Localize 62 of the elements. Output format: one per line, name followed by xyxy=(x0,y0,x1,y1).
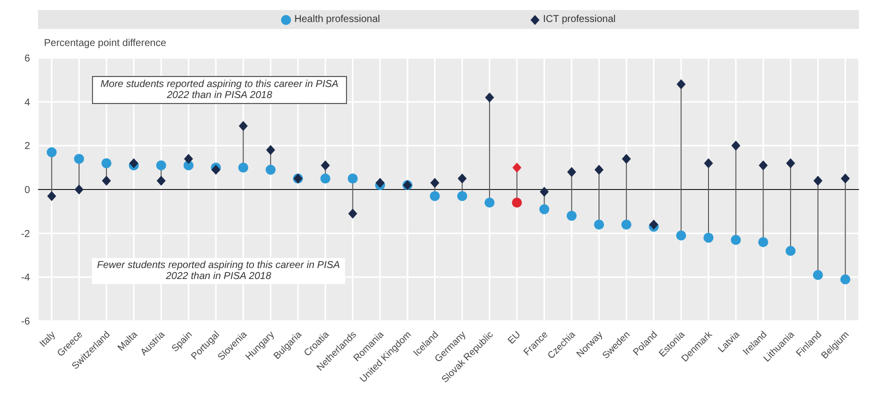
point xyxy=(731,140,740,151)
point xyxy=(156,160,166,170)
point xyxy=(567,166,576,177)
legend-label: Health professional xyxy=(293,14,380,25)
point xyxy=(704,158,713,168)
point xyxy=(458,174,467,184)
point xyxy=(376,178,385,188)
point xyxy=(266,164,276,175)
point xyxy=(730,234,741,245)
y-tick-label: -4 xyxy=(21,272,30,284)
point xyxy=(484,198,495,208)
point xyxy=(758,160,768,170)
point xyxy=(102,176,111,186)
y-tick-label: 4 xyxy=(24,97,30,108)
point xyxy=(840,274,850,284)
point xyxy=(566,210,577,221)
point xyxy=(786,246,796,256)
point xyxy=(74,154,84,164)
point xyxy=(512,198,522,208)
point xyxy=(485,92,494,102)
note-box: Fewer students reported aspiring to this career in PISA 2022 than in PISA 2018 xyxy=(92,258,345,284)
point xyxy=(703,232,714,243)
point xyxy=(430,191,440,202)
point xyxy=(594,220,604,230)
point xyxy=(622,154,631,164)
y-tick-label: 2 xyxy=(24,141,30,152)
point xyxy=(320,174,330,184)
point xyxy=(74,184,84,194)
x-tick-label: EU xyxy=(506,329,524,346)
point xyxy=(594,164,604,175)
point xyxy=(676,79,686,90)
point xyxy=(457,191,468,202)
point xyxy=(238,120,248,131)
point xyxy=(840,174,850,184)
point xyxy=(47,191,56,202)
point xyxy=(786,158,796,168)
point xyxy=(512,162,522,173)
point xyxy=(101,158,112,168)
point xyxy=(430,178,440,188)
y-tick-label: -2 xyxy=(21,228,30,240)
y-axis-title: Percentage point difference xyxy=(44,38,166,49)
point xyxy=(621,220,632,230)
point xyxy=(676,230,686,241)
point xyxy=(238,162,248,173)
point xyxy=(813,176,822,186)
y-tick-label: -6 xyxy=(21,316,30,328)
point xyxy=(320,160,330,170)
note-box: More students reported aspiring to this career in PISA 2022 than in PISA 2018 xyxy=(92,76,347,104)
point xyxy=(266,145,276,156)
y-tick-label: 0 xyxy=(24,185,30,196)
point xyxy=(758,237,768,248)
point xyxy=(812,270,823,280)
y-tick-label: 6 xyxy=(24,54,30,65)
point xyxy=(184,154,194,164)
x-tick-label: Italy xyxy=(38,329,58,350)
point xyxy=(156,176,166,186)
point xyxy=(46,147,57,158)
legend-label: ICT professional xyxy=(542,14,616,25)
point xyxy=(348,208,358,219)
point xyxy=(540,186,549,197)
point xyxy=(539,204,550,214)
point xyxy=(348,174,358,184)
